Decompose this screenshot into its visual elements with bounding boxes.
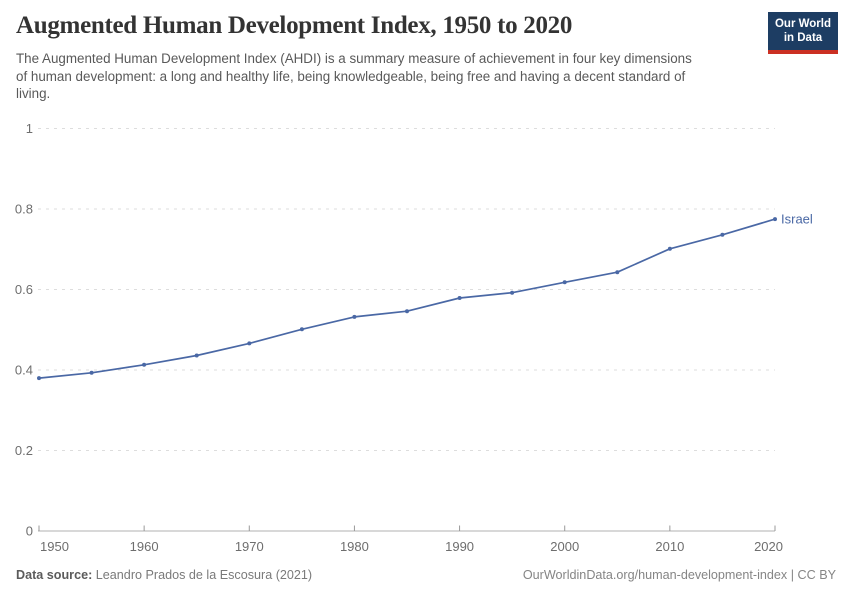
x-tick-label: 1950 xyxy=(40,539,69,554)
data-point[interactable] xyxy=(194,353,199,358)
x-tick-label: 1970 xyxy=(235,539,264,554)
data-point[interactable] xyxy=(352,314,357,319)
data-point[interactable] xyxy=(457,296,462,300)
data-point[interactable] xyxy=(773,217,777,222)
x-tick-label: 2000 xyxy=(550,539,579,554)
owid-logo-line2: in Data xyxy=(783,32,823,44)
x-tick-label: 1960 xyxy=(130,539,159,554)
chart-subtitle: The Augmented Human Development Index (A… xyxy=(16,50,692,102)
y-tick-label: 0.8 xyxy=(15,202,33,217)
y-tick-label: 1 xyxy=(26,121,33,136)
data-source-text: Leandro Prados de la Escosura (2021) xyxy=(92,568,313,582)
data-point[interactable] xyxy=(562,280,567,285)
data-point[interactable] xyxy=(299,327,304,332)
y-tick-label: 0.6 xyxy=(15,282,33,297)
x-tick-label: 1990 xyxy=(445,539,474,554)
x-tick-label: 2020 xyxy=(754,539,783,554)
x-tick-label: 2010 xyxy=(655,539,684,554)
chart-footer: Data source: Leandro Prados de la Escosu… xyxy=(16,568,836,582)
data-point[interactable] xyxy=(89,370,94,375)
owid-logo-line1: Our World xyxy=(774,18,831,30)
data-point[interactable] xyxy=(247,341,252,346)
footer-credit-link[interactable]: OurWorldinData.org/human-development-ind… xyxy=(522,568,836,582)
data-point[interactable] xyxy=(615,270,620,275)
y-tick-label: 0 xyxy=(26,524,33,539)
data-line-israel[interactable] xyxy=(38,218,776,379)
data-source: Data source: Leandro Prados de la Escosu… xyxy=(16,568,312,582)
data-point[interactable] xyxy=(510,290,515,295)
data-point[interactable] xyxy=(405,309,409,314)
data-point[interactable] xyxy=(37,376,41,381)
entity-label-israel[interactable]: Israel xyxy=(781,212,813,227)
chart-header: Augmented Human Development Index, 1950 … xyxy=(16,12,756,103)
data-source-label: Data source: xyxy=(16,568,93,582)
x-tick-label: 1980 xyxy=(340,539,369,554)
data-point[interactable] xyxy=(667,246,672,251)
owid-logo-bar xyxy=(768,50,838,54)
y-tick-label: 0.4 xyxy=(15,363,33,378)
page-title: Augmented Human Development Index, 1950 … xyxy=(16,12,573,39)
owid-logo[interactable]: Our World in Data xyxy=(768,12,838,54)
data-point[interactable] xyxy=(142,362,147,367)
data-point[interactable] xyxy=(720,232,725,237)
y-tick-label: 0.2 xyxy=(15,443,33,458)
